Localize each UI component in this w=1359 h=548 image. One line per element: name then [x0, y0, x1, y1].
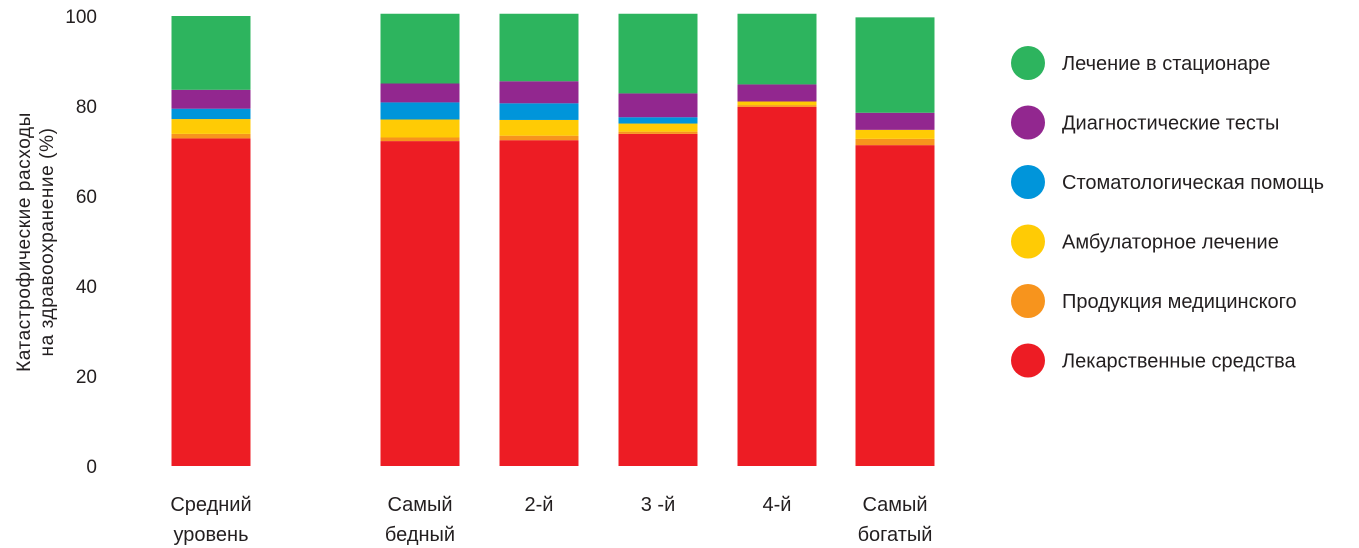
legend-label: Лекарственные средства [1062, 351, 1297, 373]
legend-label: Продукция медицинского [1062, 291, 1297, 313]
legend-swatch [1011, 46, 1045, 80]
legend-swatch [1011, 343, 1045, 378]
y-tick-label: 40 [76, 277, 97, 298]
bar-segment [499, 103, 579, 120]
x-tick-label: бедный [385, 524, 455, 546]
bar-segment [855, 17, 935, 113]
x-tick-label: 2-й [525, 494, 554, 516]
legend-swatch [1011, 284, 1045, 318]
bar-segment [618, 133, 698, 466]
bar-stack [499, 13, 579, 466]
bar-segment [380, 137, 460, 142]
legend-label: Лечение в стационаре [1062, 53, 1270, 75]
bar-segment [855, 129, 935, 139]
x-axis-labels: Средний уровень Самый бедный 2-й 3 -й 4-й Самый… [170, 494, 932, 546]
y-axis-title: Катастрофические расходы на здравоохране… [14, 112, 58, 372]
bar-stack [855, 17, 935, 466]
bar-segment [380, 119, 460, 138]
legend-swatch [1011, 165, 1045, 199]
bar-segment [618, 93, 698, 118]
legend-label: Стоматологическая помощь [1062, 172, 1324, 194]
bar-segment [737, 105, 817, 107]
bar-segment [737, 13, 817, 85]
legend-label: Диагностические тесты [1062, 113, 1279, 135]
y-axis-title-line-1: Катастрофические расходы [14, 112, 35, 372]
bar-segment [855, 138, 935, 146]
bar-stack [380, 13, 460, 466]
bar-segment [499, 140, 579, 466]
legend-label: Амбулаторное лечение [1062, 232, 1279, 254]
legend-swatch [1011, 224, 1045, 259]
bar-segment [499, 13, 579, 82]
bar-segment [499, 81, 579, 104]
bar-segment [618, 13, 698, 94]
x-tick-label: Средний [170, 494, 251, 516]
x-tick-label: 3 -й [641, 494, 676, 516]
bar-segment [380, 83, 460, 103]
bar-segment [737, 101, 817, 106]
bar-segment [737, 106, 817, 467]
y-tick-label: 100 [65, 7, 97, 28]
bar-segment [499, 119, 579, 136]
bar-segment [380, 13, 460, 84]
bar-segment [171, 138, 251, 466]
x-tick-label: 4-й [763, 494, 792, 516]
bar-stack [171, 16, 251, 466]
legend-swatch [1011, 105, 1045, 140]
x-tick-label: Самый [387, 494, 452, 516]
bar-stack [737, 13, 817, 467]
bar-segment [171, 89, 251, 109]
bar-segment [855, 145, 935, 466]
bar-segment [855, 112, 935, 130]
bar-segment [171, 16, 251, 90]
bar-segment [171, 108, 251, 120]
x-tick-label: уровень [173, 524, 248, 546]
bar-segment [618, 131, 698, 134]
bar-segment [618, 123, 698, 132]
y-axis-title-line-2: на здравоохранение (%) [37, 127, 58, 356]
bar-segment [380, 102, 460, 120]
bar-segment [171, 119, 251, 134]
x-tick-label: Самый [862, 494, 927, 516]
bar-segment [737, 84, 817, 102]
legend: Лечение в стационаре Диагностические тест… [1011, 46, 1324, 378]
bar-segment [618, 117, 698, 124]
y-tick-label: 80 [76, 97, 97, 118]
y-tick-label: 20 [76, 367, 97, 388]
y-tick-label: 0 [86, 457, 97, 478]
y-axis-ticks: 0 20 40 60 80 100 [65, 7, 97, 478]
bars [171, 13, 935, 467]
y-tick-label: 60 [76, 187, 97, 208]
bar-stack [618, 13, 698, 466]
bar-segment [171, 133, 251, 139]
x-tick-label: богатый [858, 524, 933, 546]
bar-segment [499, 135, 579, 141]
bar-segment [380, 141, 460, 466]
